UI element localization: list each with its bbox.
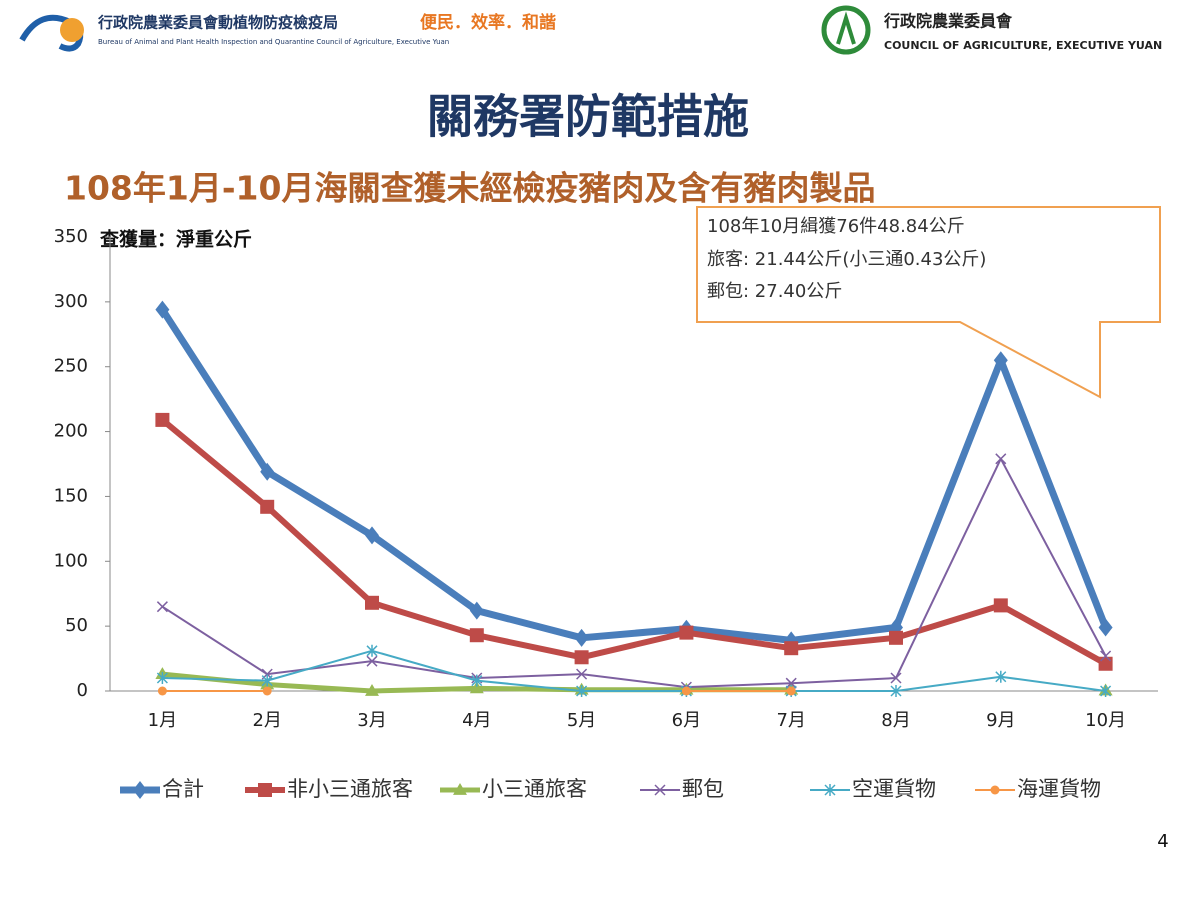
series-line bbox=[159, 307, 1109, 644]
marker bbox=[260, 499, 275, 514]
y-tick-label: 50 bbox=[65, 615, 88, 636]
callout-box bbox=[696, 206, 1161, 399]
x-tick-label: 6月 bbox=[672, 710, 701, 731]
marker bbox=[995, 670, 1007, 683]
marker bbox=[155, 300, 170, 319]
marker bbox=[890, 672, 902, 684]
y-tick-label: 250 bbox=[54, 356, 88, 377]
x-tick-label: 5月 bbox=[567, 710, 596, 731]
marker bbox=[365, 526, 379, 545]
marker bbox=[574, 650, 589, 665]
marker bbox=[155, 412, 170, 427]
legend-label: 小三通旅客 bbox=[482, 777, 587, 801]
marker bbox=[993, 598, 1008, 613]
marker bbox=[679, 625, 694, 640]
legend-label: 海運貨物 bbox=[1017, 777, 1101, 801]
legend-marker bbox=[258, 783, 272, 797]
legend-label: 郵包 bbox=[682, 777, 724, 801]
y-tick-label: 200 bbox=[54, 421, 88, 442]
marker bbox=[469, 601, 484, 620]
council-name: 行政院農業委員會 bbox=[883, 12, 1013, 31]
agency-name-en: Bureau of Animal and Plant Health Inspec… bbox=[98, 38, 449, 46]
marker bbox=[156, 672, 168, 685]
annotation: 郵包: 27.40公斤 bbox=[707, 281, 842, 302]
marker bbox=[366, 655, 378, 667]
marker bbox=[993, 351, 1008, 370]
marker bbox=[469, 681, 484, 694]
legend-marker bbox=[654, 784, 666, 796]
series-line bbox=[161, 457, 1107, 689]
page-number: 4 bbox=[1157, 831, 1168, 852]
legend-label: 合計 bbox=[162, 777, 204, 801]
marker bbox=[1100, 685, 1112, 697]
logo-shape bbox=[821, 5, 871, 55]
marker bbox=[576, 685, 588, 697]
legend-marker bbox=[133, 781, 147, 799]
legend-marker bbox=[990, 785, 1000, 795]
legend-label: 空運貨物 bbox=[852, 777, 936, 801]
x-tick-label: 9月 bbox=[986, 710, 1015, 731]
x-tick-label: 4月 bbox=[462, 710, 491, 731]
marker bbox=[365, 684, 379, 696]
marker bbox=[471, 674, 483, 687]
marker bbox=[261, 674, 273, 687]
marker bbox=[786, 686, 796, 696]
slide-title: 關務署防範措施 bbox=[427, 90, 749, 144]
agency-name: 行政院農業委員會動植物防疫檢疫局 bbox=[97, 14, 338, 32]
marker bbox=[156, 601, 168, 613]
logo-shape bbox=[836, 11, 856, 45]
x-tick-label: 3月 bbox=[357, 710, 386, 731]
y-tick-label: 300 bbox=[54, 291, 88, 312]
plot: 0 50 100 150 200 250 300 350 1月 2月 3月 4月 5月 6月 7月 8月 9月 1… bbox=[54, 226, 1158, 801]
x-tick-label: 10月 bbox=[1085, 710, 1126, 731]
marker bbox=[365, 595, 379, 610]
chart-title: 108年1月-10月海關查獲未經檢疫豬肉及含有豬肉製品 bbox=[64, 169, 875, 208]
marker bbox=[1098, 656, 1113, 671]
y-tick-label: 150 bbox=[54, 485, 88, 506]
marker bbox=[157, 686, 167, 696]
marker bbox=[784, 641, 799, 656]
y-tick-label: 100 bbox=[54, 550, 88, 571]
marker bbox=[1100, 650, 1112, 662]
series-line bbox=[160, 417, 1108, 667]
x-tick-label: 7月 bbox=[776, 710, 805, 731]
motto: 便民．效率．和諧 bbox=[420, 12, 556, 33]
annotation: 108年10月緝獲76件48.84公斤 bbox=[707, 216, 965, 237]
council-name-en: COUNCIL OF AGRICULTURE, EXECUTIVE YUAN bbox=[884, 39, 1162, 52]
marker bbox=[681, 686, 691, 696]
x-tick-label: 1月 bbox=[148, 710, 177, 731]
marker bbox=[366, 644, 378, 657]
marker bbox=[890, 685, 902, 697]
marker bbox=[995, 453, 1007, 465]
legend-marker bbox=[453, 783, 467, 795]
legend-label: 非小三通旅客 bbox=[287, 777, 413, 801]
y-tick-label: 0 bbox=[77, 680, 88, 701]
left-logo bbox=[19, 14, 84, 52]
logo-shape bbox=[60, 18, 84, 42]
marker bbox=[1098, 618, 1113, 637]
marker bbox=[262, 686, 272, 696]
x-tick-label: 8月 bbox=[881, 710, 910, 731]
marker bbox=[785, 677, 797, 689]
right-logo bbox=[821, 5, 871, 55]
marker bbox=[574, 628, 589, 647]
legend-marker bbox=[824, 784, 836, 796]
marker bbox=[576, 668, 588, 680]
series-line bbox=[162, 649, 1106, 692]
marker bbox=[889, 630, 903, 645]
marker bbox=[260, 462, 275, 481]
annotation: 旅客: 21.44公斤(小三通0.43公斤) bbox=[707, 249, 986, 270]
y-axis-label: 查獲量：淨重公斤 bbox=[99, 228, 252, 251]
y-tick-label: 350 bbox=[54, 226, 88, 247]
marker bbox=[469, 628, 484, 643]
x-tick-label: 2月 bbox=[252, 710, 281, 731]
